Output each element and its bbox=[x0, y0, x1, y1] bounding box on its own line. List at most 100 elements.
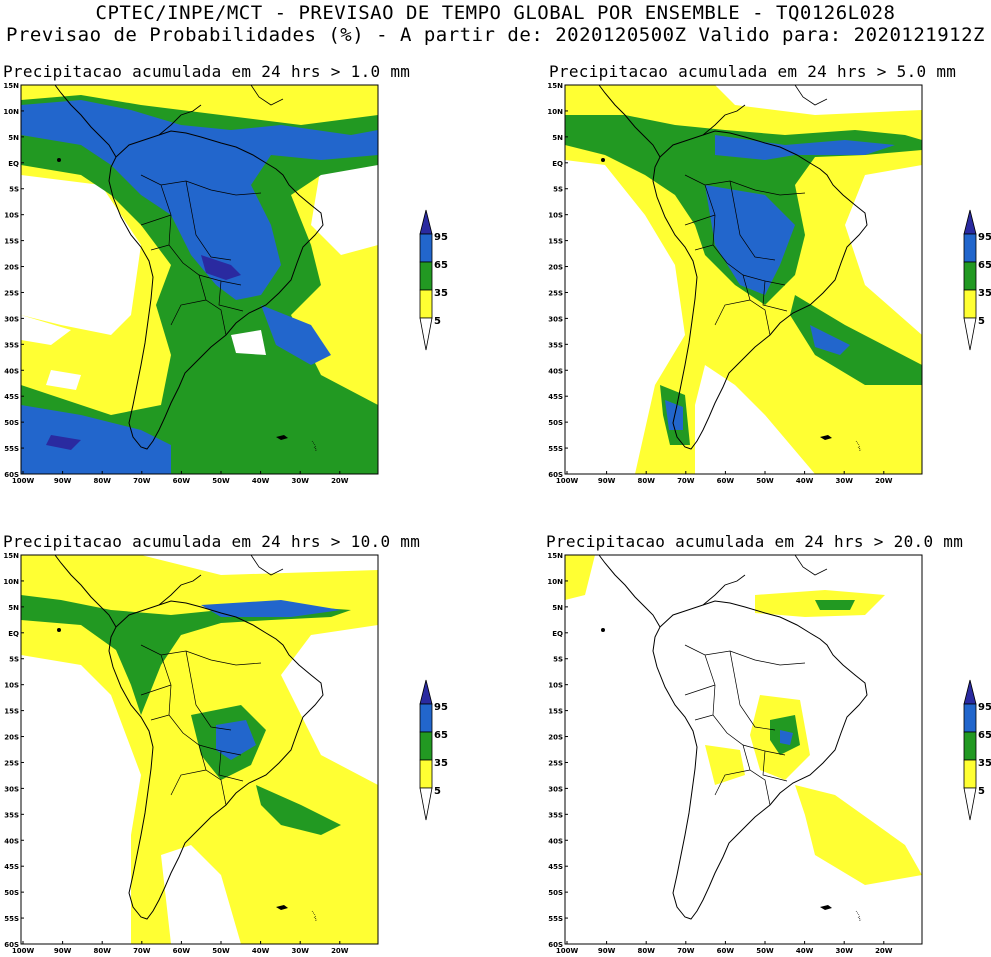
lat-tick-label: 50S bbox=[4, 419, 19, 427]
lat-tick-label: 50S bbox=[548, 419, 563, 427]
lon-tick-label: 100W bbox=[556, 947, 579, 955]
colorbar-level-label: 35 bbox=[978, 758, 991, 769]
figure-title: CPTEC/INPE/MCT - PREVISAO DE TEMPO GLOBA… bbox=[95, 2, 896, 24]
colorbar-top-triangle bbox=[419, 679, 433, 705]
lat-tick-label: 15N bbox=[547, 552, 563, 560]
lat-tick-label: 60S bbox=[4, 941, 19, 949]
lat-tick-label: 5N bbox=[552, 134, 563, 142]
colorbar-bottom-triangle bbox=[419, 787, 433, 821]
colorbar-segment-yellow bbox=[963, 759, 977, 789]
lat-tick-label: 50S bbox=[548, 889, 563, 897]
panel-title-10mm: Precipitacao acumulada em 24 hrs > 10.0 … bbox=[3, 532, 421, 551]
lat-tick-label: 15S bbox=[548, 238, 563, 246]
lon-tick-label: 30W bbox=[291, 477, 309, 485]
lat-tick-label: 30S bbox=[548, 785, 563, 793]
lon-tick-label: 60W bbox=[717, 947, 735, 955]
lat-tick-label: 10S bbox=[4, 682, 19, 690]
lat-tick-label: 60S bbox=[548, 941, 563, 949]
lat-tick-label: 15N bbox=[3, 82, 19, 90]
lat-tick-label: 20S bbox=[4, 264, 19, 272]
colorbar-level-label: 65 bbox=[434, 260, 448, 271]
lon-tick-label: 90W bbox=[598, 477, 616, 485]
lon-tick-label: 50W bbox=[212, 477, 230, 485]
colorbar-top-triangle bbox=[963, 209, 977, 235]
colorbar-segment-yellow bbox=[419, 289, 433, 319]
lon-tick-label: 20W bbox=[331, 477, 349, 485]
colorbar-bottom-triangle bbox=[963, 317, 977, 351]
lon-tick-label: 60W bbox=[173, 477, 191, 485]
lon-tick-label: 20W bbox=[875, 477, 893, 485]
colorbar-bottom-triangle bbox=[963, 787, 977, 821]
lon-tick-label: 80W bbox=[637, 947, 655, 955]
lat-tick-label: 5S bbox=[9, 656, 19, 664]
panel-title-5mm: Precipitacao acumulada em 24 hrs > 5.0 m… bbox=[549, 62, 957, 81]
lon-tick-label: 70W bbox=[677, 477, 695, 485]
lat-tick-label: 10N bbox=[547, 578, 563, 586]
lat-tick-label: 5S bbox=[9, 186, 19, 194]
colorbar-segment-blue bbox=[419, 233, 433, 263]
lon-tick-label: 30W bbox=[835, 477, 853, 485]
colorbar-level-label: 35 bbox=[978, 288, 991, 299]
lat-tick-label: 45S bbox=[548, 863, 563, 871]
lat-tick-label: 10S bbox=[548, 682, 563, 690]
lat-tick-label: 20S bbox=[548, 264, 563, 272]
colorbar-level-label: 65 bbox=[978, 730, 991, 741]
lat-tick-label: 60S bbox=[4, 471, 19, 479]
lon-tick-label: 100W bbox=[556, 477, 579, 485]
colorbar-top-triangle bbox=[963, 679, 977, 705]
lat-tick-label: 20S bbox=[4, 734, 19, 742]
lat-tick-label: 55S bbox=[4, 915, 19, 923]
lon-tick-label: 40W bbox=[796, 947, 814, 955]
colorbar-level-label: 35 bbox=[434, 288, 448, 299]
lat-tick-label: 5S bbox=[553, 656, 563, 664]
lat-tick-label: 55S bbox=[548, 915, 563, 923]
colorbar-level-label: 65 bbox=[434, 730, 448, 741]
lat-tick-label: EQ bbox=[8, 160, 19, 168]
figure-subtitle: Previsao de Probabilidades (%) - A parti… bbox=[6, 24, 985, 46]
lon-tick-label: 40W bbox=[796, 477, 814, 485]
lat-tick-label: 25S bbox=[548, 759, 563, 767]
lat-tick-label: 5N bbox=[8, 134, 19, 142]
lat-tick-label: 5S bbox=[553, 186, 563, 194]
lon-tick-label: 90W bbox=[598, 947, 616, 955]
lon-tick-label: 100W bbox=[12, 477, 35, 485]
lat-tick-label: 40S bbox=[548, 367, 563, 375]
lon-tick-label: 40W bbox=[252, 477, 270, 485]
lon-tick-label: 50W bbox=[756, 947, 774, 955]
lon-tick-label: 50W bbox=[756, 477, 774, 485]
map-panel-5mm bbox=[564, 84, 923, 475]
lon-tick-label: 20W bbox=[875, 947, 893, 955]
lon-tick-label: 70W bbox=[677, 947, 695, 955]
lat-tick-label: 55S bbox=[4, 445, 19, 453]
lat-tick-label: 55S bbox=[548, 445, 563, 453]
lat-tick-label: EQ bbox=[552, 630, 563, 638]
lat-tick-label: 40S bbox=[548, 837, 563, 845]
lat-tick-label: 60S bbox=[548, 471, 563, 479]
map-panel-20mm bbox=[564, 554, 923, 945]
lat-tick-label: 10N bbox=[547, 108, 563, 116]
lon-tick-label: 80W bbox=[93, 477, 111, 485]
lat-tick-label: 30S bbox=[4, 785, 19, 793]
lat-tick-label: 15S bbox=[548, 708, 563, 716]
map-panel-1mm bbox=[20, 84, 379, 475]
lat-tick-label: 35S bbox=[4, 811, 19, 819]
lat-tick-label: 25S bbox=[4, 289, 19, 297]
colorbar-segment-yellow bbox=[419, 759, 433, 789]
lat-tick-label: 40S bbox=[4, 837, 19, 845]
lat-tick-label: 10S bbox=[548, 212, 563, 220]
axis-labels: 15N 10N 5N EQ 5S 10S 15S 20S 25S 30S 35S 40S 45S 50S 5… bbox=[3, 82, 892, 955]
lat-tick-label: EQ bbox=[8, 630, 19, 638]
lat-tick-label: 50S bbox=[4, 889, 19, 897]
lat-tick-label: 25S bbox=[548, 289, 563, 297]
colorbar-level-label: 5 bbox=[978, 786, 985, 797]
lon-tick-label: 90W bbox=[54, 947, 72, 955]
lat-tick-label: 15S bbox=[4, 708, 19, 716]
lat-tick-label: 40S bbox=[4, 367, 19, 375]
lon-tick-label: 70W bbox=[133, 947, 151, 955]
lat-tick-label: 45S bbox=[548, 393, 563, 401]
lat-tick-label: 30S bbox=[548, 315, 563, 323]
colorbar-level-label: 5 bbox=[978, 316, 985, 327]
lon-tick-label: 60W bbox=[173, 947, 191, 955]
colorbar-level-label: 95 bbox=[978, 702, 991, 713]
colorbar-segment-blue bbox=[963, 233, 977, 263]
